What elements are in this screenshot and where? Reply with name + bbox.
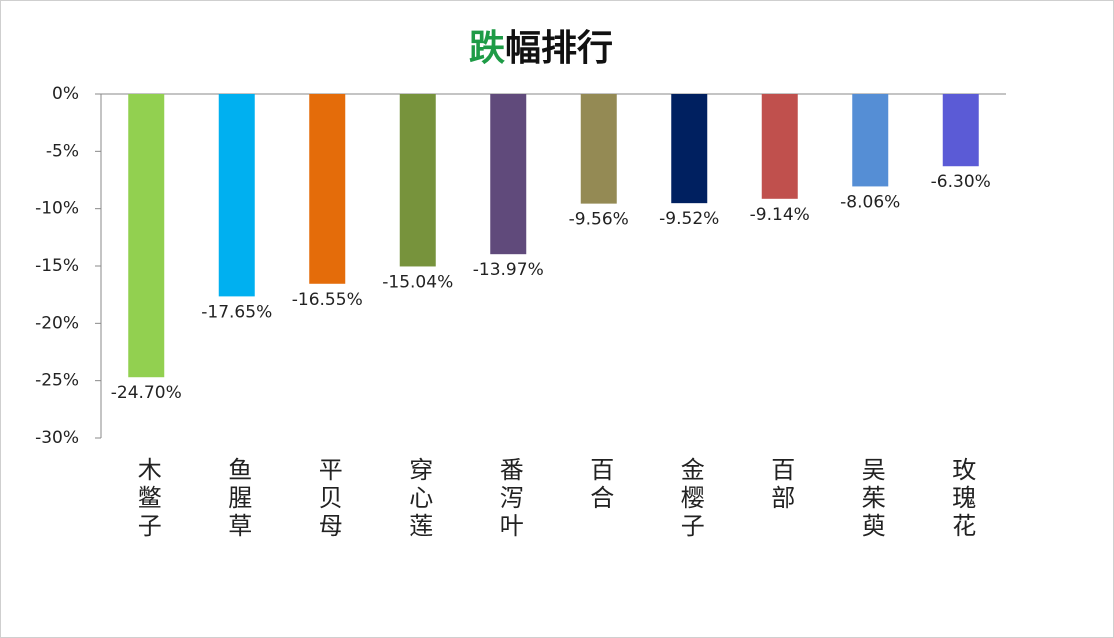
data-label: -24.70% <box>111 383 182 403</box>
x-tick-label: 百合 <box>586 457 614 513</box>
x-tick-label: 玫瑰花 <box>948 457 976 541</box>
x-tick-label: 穿心莲 <box>405 457 433 541</box>
chart-title: 跌幅排行 <box>468 28 614 69</box>
x-tick-label: 金樱子 <box>676 457 704 541</box>
x-tick-label: 吴茱萸 <box>857 457 885 541</box>
data-label: -9.52% <box>659 209 719 229</box>
bar <box>218 94 255 297</box>
data-label: -9.56% <box>569 210 629 230</box>
bar <box>761 94 798 199</box>
data-label: -16.55% <box>292 290 363 310</box>
data-label: -15.04% <box>382 272 453 292</box>
x-tick-label: 鱼腥草 <box>224 457 252 541</box>
y-tick-label: -20% <box>35 313 79 333</box>
y-tick-label: -15% <box>35 256 79 276</box>
bar <box>490 94 527 255</box>
x-tick-label: 木鳖子 <box>133 457 161 541</box>
y-tick-label: -10% <box>35 199 79 219</box>
data-label: -17.65% <box>201 302 272 322</box>
y-tick-label: -30% <box>35 428 79 448</box>
y-tick-label: 0% <box>52 84 79 104</box>
x-tick-label: 番泻叶 <box>495 457 523 541</box>
x-tick-label: 百部 <box>767 457 795 513</box>
bar <box>580 94 617 204</box>
data-label: -13.97% <box>473 260 544 280</box>
bar <box>852 94 889 187</box>
data-label: -9.14% <box>750 205 810 225</box>
bar <box>309 94 346 284</box>
data-label: -6.30% <box>931 172 991 192</box>
bar <box>399 94 436 267</box>
x-tick-label: 平贝母 <box>314 457 342 541</box>
bar <box>128 94 165 378</box>
y-tick-label: -25% <box>35 371 79 391</box>
data-label: -8.06% <box>840 192 900 212</box>
bar <box>671 94 708 204</box>
bar <box>942 94 979 167</box>
y-tick-label: -5% <box>46 141 79 161</box>
